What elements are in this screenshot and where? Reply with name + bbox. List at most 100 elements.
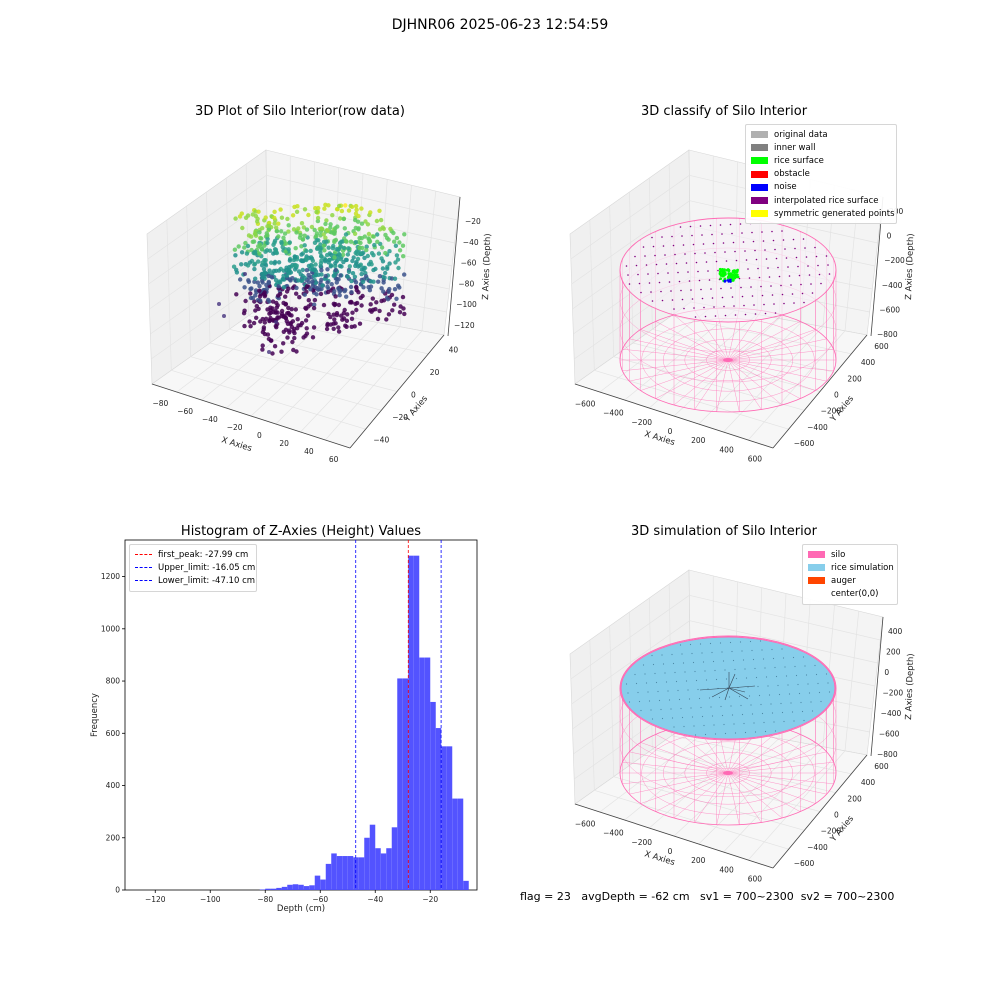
legend-entry: Upper_limit: -16.05 cm (135, 561, 255, 574)
rice-mesh-point (792, 656, 795, 659)
interpolated-point (700, 288, 702, 291)
interpolated-point (678, 280, 681, 283)
rice-mesh-point (788, 693, 791, 695)
panel4-title: 3D simulation of Silo Interior (631, 524, 817, 539)
scatter-point (348, 299, 354, 305)
scatter-point (386, 237, 391, 242)
panel4-x-tick-labels: −600 −400 −200 0 200 400 600 (575, 820, 762, 884)
interpolated-point (828, 273, 831, 275)
scatter-point (254, 303, 259, 309)
interpolated-point (695, 261, 698, 264)
grid-line (150, 276, 268, 360)
scatter-point (332, 289, 337, 294)
grid-line (632, 762, 821, 812)
scatter-point (296, 278, 301, 283)
scatter-point (323, 273, 328, 279)
panel1-ztick-5: −120 (454, 321, 475, 330)
panel1-y-axis-label: Y Axies (402, 394, 430, 425)
interpolated-point (701, 297, 704, 300)
interpolated-point (729, 223, 732, 226)
rice-mesh-point (700, 706, 702, 709)
silo-bottom-spoke (727, 359, 762, 410)
interpolated-point (655, 263, 658, 266)
rice-mesh-point (678, 698, 681, 701)
scatter-point (357, 245, 362, 250)
scatter-point (324, 228, 330, 233)
rice-mesh-point (733, 723, 735, 725)
rice-mesh-point (664, 672, 666, 674)
scatter-point (308, 248, 313, 254)
scatter-point (233, 253, 238, 258)
scatter-point (272, 261, 277, 266)
rice-mesh-point (711, 651, 713, 654)
panel2-ytick-1: −400 (807, 423, 828, 432)
legend-entry: inner wall (751, 141, 891, 154)
scatter-point (342, 307, 347, 313)
scatter-point (282, 313, 287, 319)
scatter-point (356, 264, 361, 269)
scatter-point (318, 261, 324, 266)
scatter-point (222, 314, 226, 318)
interpolated-point (804, 247, 806, 249)
y-tick-label: 1000 (101, 624, 120, 633)
scatter-point (319, 272, 324, 277)
interpolated-point (713, 306, 715, 308)
scatter-point (278, 291, 283, 297)
legend-entry: original data (751, 128, 891, 141)
interpolated-point (790, 284, 792, 286)
scatter-point (354, 288, 359, 293)
rice-mesh-point (654, 672, 656, 675)
panel2-xtick-3: 0 (668, 427, 673, 436)
scatter-point (391, 230, 396, 236)
histogram-bar (380, 853, 387, 890)
rice-mesh-point (760, 703, 762, 706)
rice-mesh-point (718, 696, 721, 699)
silo-bottom-spoke (727, 772, 740, 825)
scatter-point (299, 252, 304, 257)
scatter-point (276, 221, 281, 226)
legend-entry: center(0,0) (808, 588, 892, 601)
scatter-point (272, 240, 277, 245)
panel4-xtick-0: −600 (575, 820, 596, 829)
scatter-point (326, 245, 331, 250)
scatter-point (375, 316, 381, 322)
scatter-point (304, 268, 310, 273)
interpolated-point (703, 306, 705, 309)
rice-mesh-point (688, 698, 691, 700)
scatter-point (345, 312, 350, 317)
interpolated-point (783, 302, 785, 305)
scatter-point (279, 241, 284, 246)
interpolated-point (808, 274, 811, 276)
rice-mesh-point (679, 644, 682, 646)
scatter-point (301, 335, 306, 340)
scatter-point (277, 280, 283, 285)
rice-mesh-point (751, 713, 754, 715)
legend-entry: rice surface (751, 154, 891, 167)
scatter-point (310, 258, 316, 263)
panel2-xtick-0: −600 (575, 400, 596, 409)
rice-mesh-point (720, 705, 722, 708)
scatter-point (401, 254, 406, 259)
scatter-point (311, 325, 317, 330)
scatter-point (289, 313, 294, 318)
grid-line (209, 342, 398, 392)
rice-mesh-point (784, 666, 786, 668)
scatter-point (313, 273, 319, 278)
scatter-point (269, 260, 274, 265)
rice-mesh-point (708, 697, 711, 699)
interpolated-point (798, 274, 801, 277)
rice-mesh-point (759, 640, 762, 642)
rice-mesh-point (671, 717, 674, 719)
rice-mesh-point (827, 682, 829, 684)
scatter-point (294, 209, 300, 214)
scatter-point (264, 286, 269, 292)
histogram-bar (331, 853, 337, 890)
scatter-point (333, 226, 338, 231)
silo-bottom-spoke (727, 751, 827, 774)
rice-mesh-point (648, 700, 651, 702)
rice-surface-point (726, 268, 730, 271)
rice-surface-point (730, 275, 734, 279)
scatter-point (311, 305, 317, 311)
scatter-point (359, 267, 364, 272)
